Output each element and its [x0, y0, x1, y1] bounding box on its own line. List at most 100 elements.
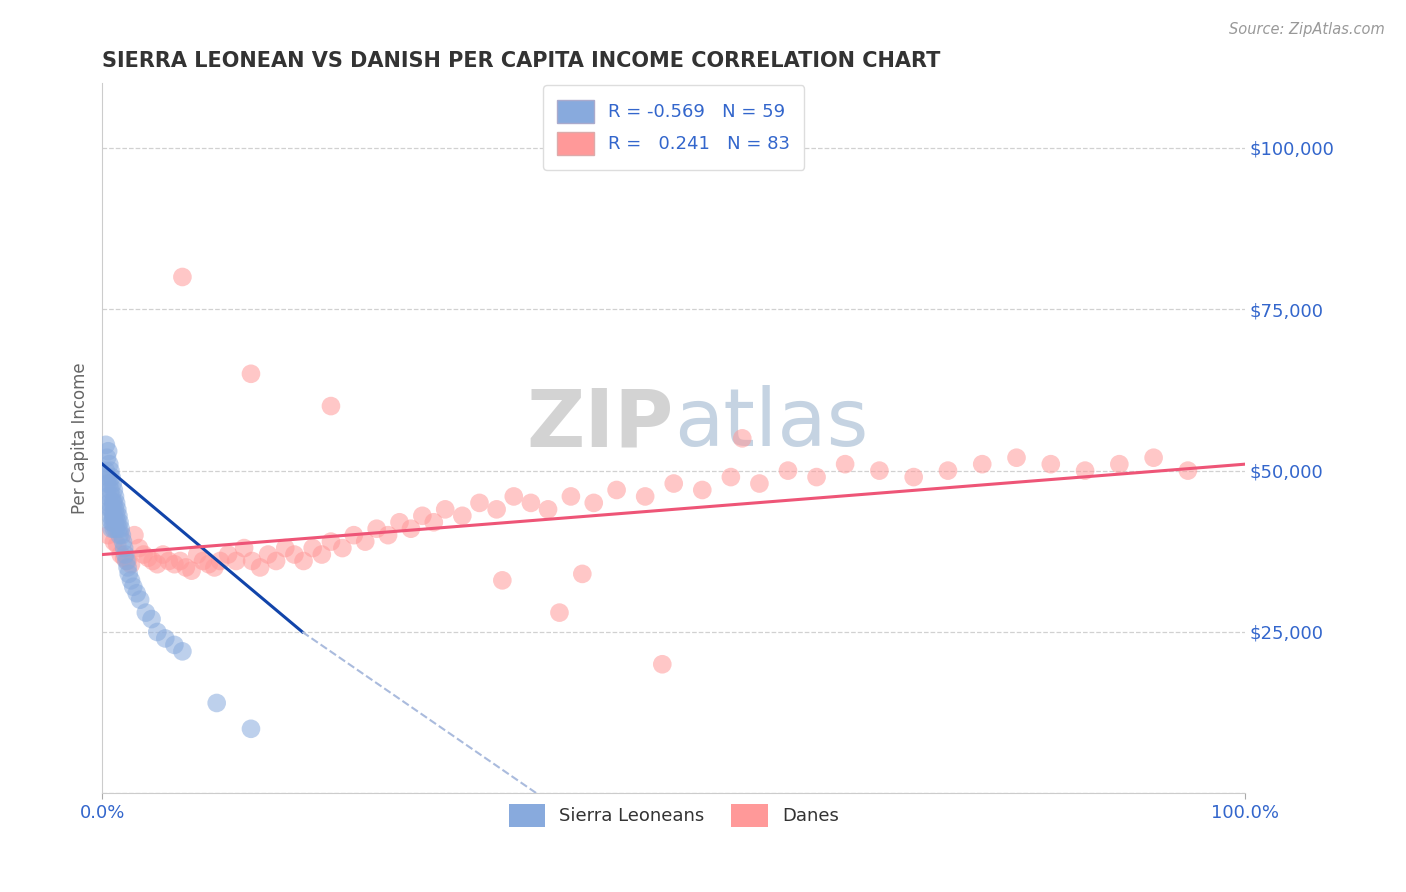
Point: [274, 541, 297, 555]
Point: [97, 444, 120, 458]
Point: [112, 550, 135, 565]
Point: [283, 548, 305, 562]
Point: [128, 541, 150, 555]
Point: [388, 515, 411, 529]
Point: [1177, 464, 1199, 478]
Point: [103, 522, 125, 536]
Point: [582, 496, 605, 510]
Point: [100, 470, 122, 484]
Point: [111, 528, 134, 542]
Point: [662, 476, 685, 491]
Point: [319, 399, 342, 413]
Point: [100, 502, 122, 516]
Point: [776, 464, 799, 478]
Point: [748, 476, 770, 491]
Point: [249, 560, 271, 574]
Point: [108, 515, 131, 529]
Point: [108, 528, 131, 542]
Point: [105, 522, 128, 536]
Point: [152, 548, 174, 562]
Point: [118, 566, 141, 581]
Point: [98, 476, 121, 491]
Point: [202, 560, 225, 574]
Point: [146, 625, 169, 640]
Point: [105, 538, 128, 552]
Point: [172, 644, 194, 658]
Point: [96, 450, 118, 465]
Point: [104, 502, 127, 516]
Text: ZIP: ZIP: [526, 385, 673, 463]
Point: [180, 564, 202, 578]
Y-axis label: Per Capita Income: Per Capita Income: [72, 362, 89, 514]
Point: [103, 496, 125, 510]
Point: [451, 508, 474, 523]
Point: [100, 490, 122, 504]
Point: [105, 515, 128, 529]
Point: [100, 502, 122, 516]
Point: [806, 470, 828, 484]
Point: [411, 508, 433, 523]
Point: [98, 457, 121, 471]
Point: [571, 566, 593, 581]
Point: [491, 574, 513, 588]
Point: [834, 457, 856, 471]
Point: [233, 541, 256, 555]
Point: [377, 528, 399, 542]
Point: [97, 470, 120, 484]
Point: [332, 541, 354, 555]
Point: [174, 560, 197, 574]
Point: [141, 612, 163, 626]
Point: [868, 464, 890, 478]
Point: [172, 270, 194, 285]
Point: [96, 476, 118, 491]
Point: [103, 508, 125, 523]
Point: [634, 490, 657, 504]
Point: [120, 574, 142, 588]
Point: [537, 502, 560, 516]
Point: [100, 464, 122, 478]
Point: [264, 554, 287, 568]
Point: [155, 632, 177, 646]
Point: [366, 522, 388, 536]
Point: [115, 554, 138, 568]
Text: Source: ZipAtlas.com: Source: ZipAtlas.com: [1229, 22, 1385, 37]
Point: [651, 657, 673, 672]
Point: [104, 515, 127, 529]
Point: [132, 548, 155, 562]
Point: [972, 457, 994, 471]
Point: [101, 508, 124, 523]
Point: [100, 483, 122, 497]
Point: [97, 528, 120, 542]
Point: [209, 554, 232, 568]
Point: [257, 548, 280, 562]
Point: [117, 560, 139, 574]
Point: [520, 496, 543, 510]
Point: [1074, 464, 1097, 478]
Point: [110, 522, 132, 536]
Point: [163, 558, 186, 572]
Point: [157, 554, 180, 568]
Point: [225, 554, 247, 568]
Point: [101, 476, 124, 491]
Point: [107, 522, 129, 536]
Point: [104, 490, 127, 504]
Point: [169, 554, 191, 568]
Point: [103, 534, 125, 549]
Point: [191, 554, 214, 568]
Point: [240, 554, 263, 568]
Point: [434, 502, 457, 516]
Point: [240, 722, 263, 736]
Point: [110, 548, 132, 562]
Point: [124, 528, 146, 542]
Point: [606, 483, 628, 497]
Text: atlas: atlas: [673, 385, 868, 463]
Point: [135, 606, 157, 620]
Point: [217, 548, 239, 562]
Text: SIERRA LEONEAN VS DANISH PER CAPITA INCOME CORRELATION CHART: SIERRA LEONEAN VS DANISH PER CAPITA INCO…: [103, 51, 941, 70]
Point: [101, 496, 124, 510]
Point: [720, 470, 742, 484]
Point: [485, 502, 508, 516]
Point: [197, 558, 219, 572]
Point: [1005, 450, 1028, 465]
Point: [105, 496, 128, 510]
